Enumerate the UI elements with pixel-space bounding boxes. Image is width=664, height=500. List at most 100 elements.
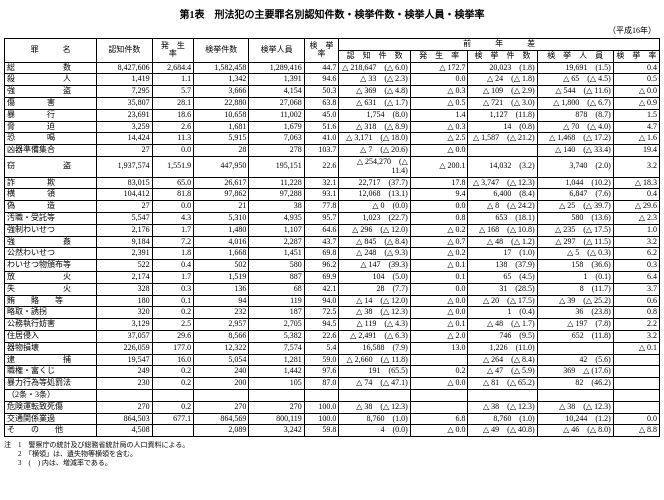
- cell: 887: [249, 271, 304, 283]
- cell: 177.0: [152, 342, 194, 354]
- cell: 0.0: [410, 283, 468, 295]
- cell: 105: [249, 378, 304, 390]
- cell: 23,691: [97, 109, 152, 121]
- cell: 95.7: [304, 212, 339, 224]
- cell: [339, 389, 410, 401]
- cell: 7,295: [97, 86, 152, 98]
- cell: △ 46 (△ 8.0): [537, 425, 613, 437]
- cell: 0.2: [152, 366, 194, 378]
- cell: △ 2,660 (△ 11.8): [339, 354, 410, 366]
- cell: △ 0.2: [410, 224, 468, 236]
- cell: △ 24 (△ 1.8): [468, 74, 537, 86]
- cell: 4.7: [613, 121, 659, 133]
- cell: △ 721 (△ 3.0): [468, 97, 537, 109]
- cell: 2,287: [249, 236, 304, 248]
- cell: 522: [97, 260, 152, 272]
- cell: 5,054: [194, 354, 249, 366]
- cell: △ 1,800 (△ 6.7): [537, 97, 613, 109]
- cell: 136: [194, 283, 249, 295]
- cell: 94: [194, 295, 249, 307]
- table-row: 危険運転致死傷2700.2270270100.0△ 38 (△ 12.3)△ 3…: [5, 401, 660, 413]
- cell: △ 25 (△ 39.7): [537, 201, 613, 213]
- row-label: 脅 迫: [5, 121, 97, 133]
- th-hassei: 発 生 率: [152, 39, 194, 63]
- table-row: 公然わいせつ2,3911.81,6681,45169.8△ 248 (△ 9.3…: [5, 248, 660, 260]
- cell: 37,057: [97, 330, 152, 342]
- cell: 4,154: [249, 86, 304, 98]
- cell: 746 (9.5): [468, 330, 537, 342]
- cell: △ 235 (△ 17.5): [537, 224, 613, 236]
- cell: 4.3: [152, 212, 194, 224]
- cell: 10,658: [194, 109, 249, 121]
- row-label: 逮 捕: [5, 354, 97, 366]
- cell: △ 218,647 (△ 6.0): [339, 62, 410, 74]
- cell: 864,569: [194, 413, 249, 425]
- cell: 65 (4.5): [468, 271, 537, 283]
- cell: △ 0.1: [410, 319, 468, 331]
- cell: 0.0: [152, 201, 194, 213]
- table-row: （2条・3条）: [5, 389, 660, 401]
- cell: △ 81 (△ 65.2): [468, 378, 537, 390]
- cell: 158 (36.6): [537, 260, 613, 272]
- cell: 29.6: [152, 330, 194, 342]
- cell: 32.1: [304, 177, 339, 189]
- cell: 1,754 (8.0): [339, 109, 410, 121]
- cell: 59.0: [304, 354, 339, 366]
- cell: 94.0: [304, 295, 339, 307]
- cell: 320: [97, 307, 152, 319]
- cell: 65.0: [152, 177, 194, 189]
- cell: [537, 342, 613, 354]
- row-label: 暴 行: [5, 109, 97, 121]
- cell: △ 0.0: [410, 378, 468, 390]
- cell: △ 65 (△ 4.5): [537, 74, 613, 86]
- cell: 45.0: [304, 109, 339, 121]
- cell: [152, 425, 194, 437]
- cell: 22.6: [304, 156, 339, 177]
- cell: △ 297 (△ 11.5): [537, 236, 613, 248]
- cell: 1,551.9: [152, 156, 194, 177]
- cell: △ 18.3: [613, 177, 659, 189]
- cell: 180: [97, 295, 152, 307]
- cell: 249: [97, 366, 152, 378]
- cell: [249, 389, 304, 401]
- cell: 19,691 (1.5): [537, 62, 613, 74]
- cell: 580 (13.6): [537, 212, 613, 224]
- row-label: そ の 他: [5, 425, 97, 437]
- table-row: わいせつ物頒布等5220.450258096.2△ 147 (39.3)△ 0.…: [5, 260, 660, 272]
- cell: 18.6: [152, 109, 194, 121]
- cell: △ 1.6: [613, 133, 659, 145]
- cell: 0.5: [613, 74, 659, 86]
- row-label: 失 火: [5, 283, 97, 295]
- table-row: 住居侵入37,05729.68,5665,38222.6△ 2,491 (△ 6…: [5, 330, 660, 342]
- row-label: 強 姦: [5, 236, 97, 248]
- cell: △ 168 (△ 10.8): [468, 224, 537, 236]
- cell: 1,044 (10.2): [537, 177, 613, 189]
- table-row: 器物損壊226,059177.012,3227,5745.416,588 (7.…: [5, 342, 660, 354]
- cell: 369 △ (17.6): [537, 366, 613, 378]
- cell: 10,244 (1.2): [537, 413, 613, 425]
- cell: 677.1: [152, 413, 194, 425]
- th-prev-kenkyo-ken: 検 挙 件 数: [468, 50, 537, 62]
- cell: 1.5: [613, 109, 659, 121]
- cell: 16,588 (7.9): [339, 342, 410, 354]
- table-row: 職権・富くじ2490.22401,44297.6191 (65.5)0.2△ 4…: [5, 366, 660, 378]
- cell: 3,259: [97, 121, 152, 133]
- cell: 100.0: [304, 401, 339, 413]
- th-prev-group: 前 年 差: [339, 39, 660, 51]
- cell: 4,016: [194, 236, 249, 248]
- cell: 4,935: [249, 212, 304, 224]
- table-row: 総 数8,427,6062,684.41,582,4581,289,41644.…: [5, 62, 660, 74]
- table-row: 交通関係業過864,503677.1864,569800,119100.08,7…: [5, 413, 660, 425]
- cell: 104 (5.0): [339, 271, 410, 283]
- cell: 1,480: [194, 224, 249, 236]
- cell: [410, 401, 468, 413]
- cell: 652 (11.8): [537, 330, 613, 342]
- cell: 270: [97, 401, 152, 413]
- cell: 97.6: [304, 366, 339, 378]
- cell: 3.2: [613, 330, 659, 342]
- cell: 100.0: [304, 413, 339, 425]
- cell: [613, 366, 659, 378]
- row-label: 偽 造: [5, 201, 97, 213]
- cell: △ 631 (△ 1.7): [339, 97, 410, 109]
- cell: 5,547: [97, 212, 152, 224]
